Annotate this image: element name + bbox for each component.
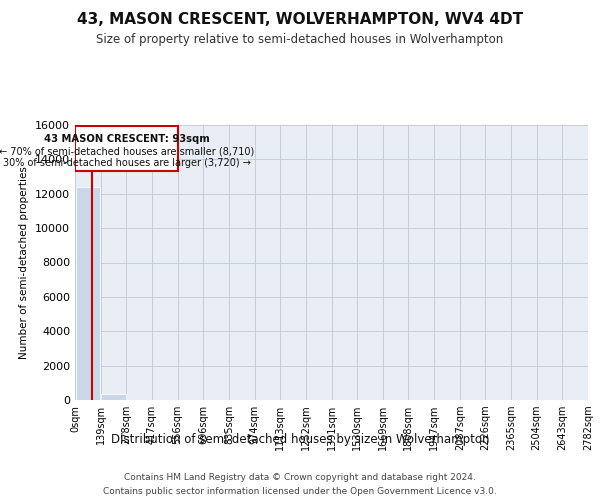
FancyBboxPatch shape (76, 126, 178, 172)
Bar (101, 394, 125, 400)
Text: 43, MASON CRESCENT, WOLVERHAMPTON, WV4 4DT: 43, MASON CRESCENT, WOLVERHAMPTON, WV4 4… (77, 12, 523, 28)
Text: Contains public sector information licensed under the Open Government Licence v3: Contains public sector information licen… (103, 488, 497, 496)
Text: 43 MASON CRESCENT: 93sqm: 43 MASON CRESCENT: 93sqm (44, 134, 209, 144)
Text: ← 70% of semi-detached houses are smaller (8,710): ← 70% of semi-detached houses are smalle… (0, 146, 254, 156)
Text: Size of property relative to semi-detached houses in Wolverhampton: Size of property relative to semi-detach… (97, 32, 503, 46)
Text: Contains HM Land Registry data © Crown copyright and database right 2024.: Contains HM Land Registry data © Crown c… (124, 472, 476, 482)
Bar (76, 187, 100, 400)
Text: Distribution of semi-detached houses by size in Wolverhampton: Distribution of semi-detached houses by … (111, 432, 489, 446)
Text: 30% of semi-detached houses are larger (3,720) →: 30% of semi-detached houses are larger (… (2, 158, 250, 168)
Y-axis label: Number of semi-detached properties: Number of semi-detached properties (19, 166, 29, 359)
